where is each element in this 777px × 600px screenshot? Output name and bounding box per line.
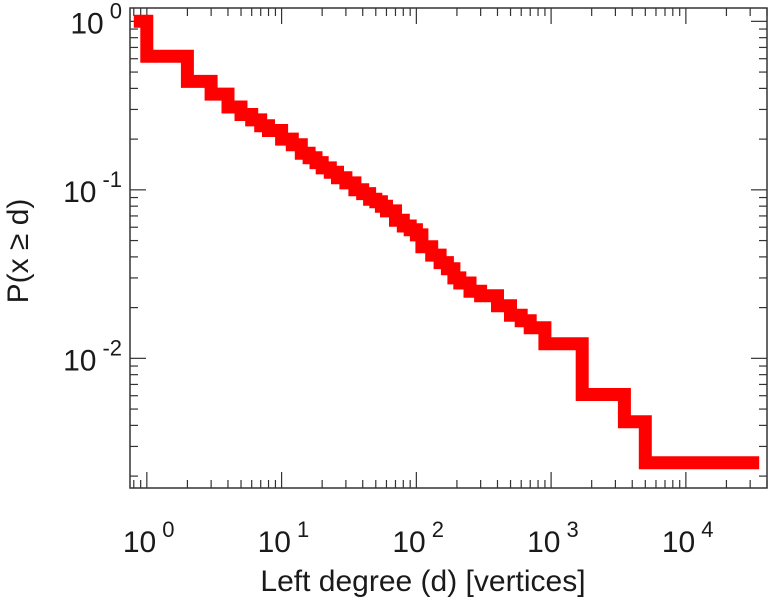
y-tick-label: 10 0 [70, 0, 122, 40]
y-axis-label: P(x ≥ d) [2, 199, 35, 304]
x-tick-label: 10 2 [392, 517, 444, 559]
x-tick-label: 10 3 [527, 517, 579, 559]
axis-ticks [130, 8, 768, 488]
plot-frame [129, 7, 768, 489]
y-tick-label: 10 -2 [63, 335, 122, 377]
x-tick-label: 10 4 [662, 517, 714, 559]
x-tick-label: 10 1 [258, 517, 310, 559]
y-tick-label: 10 -1 [63, 167, 122, 209]
x-tick-label: 10 0 [123, 517, 175, 559]
series-layer [133, 14, 760, 470]
series-line-0 [133, 14, 760, 470]
x-axis-label: Left degree (d) [vertices] [260, 565, 585, 598]
tick-labels: 10 0 10 1 10 2 10 3 10 4 10 0 10 -1 10 -2 [63, 0, 713, 559]
